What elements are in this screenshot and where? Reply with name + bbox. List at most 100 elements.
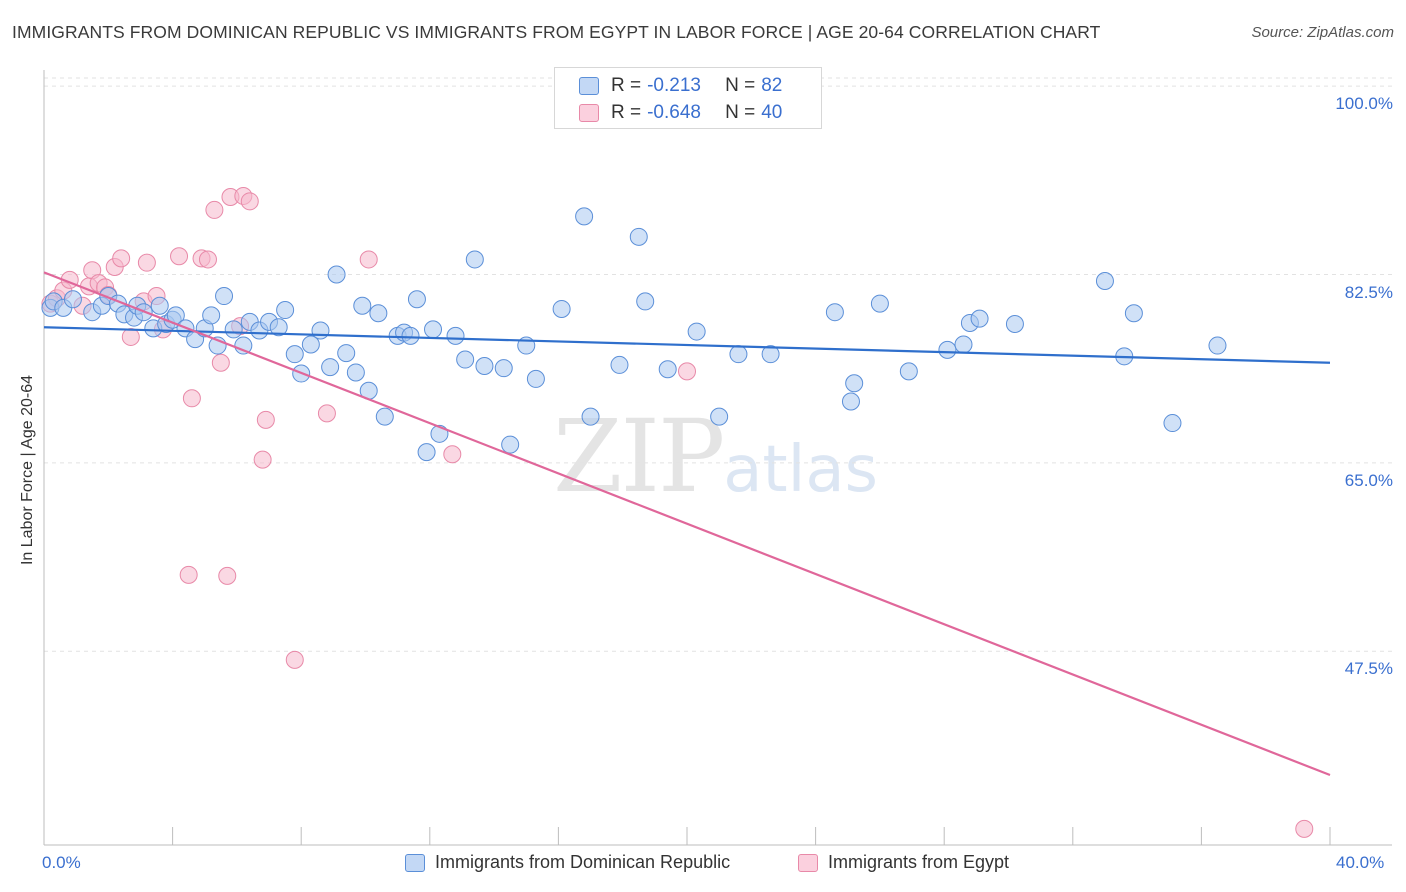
dominican-point [475, 357, 494, 376]
egypt-point [170, 247, 189, 266]
egypt-point [285, 650, 304, 669]
dominican-point [658, 360, 677, 379]
egypt-point [256, 410, 275, 429]
egypt-point [443, 445, 462, 464]
legend-n-label: N = [725, 75, 756, 96]
dominican-point [311, 321, 330, 340]
dominican-point [369, 304, 388, 323]
legend-label-dominican: Immigrants from Dominican Republic [435, 852, 731, 872]
dominican-point [581, 407, 600, 426]
correlation-legend: R = -0.213 N = 82 R = -0.648 N = 40 [554, 67, 822, 129]
dominican-point [938, 340, 957, 359]
dominican-point [276, 301, 295, 320]
legend-n-label: N = [725, 102, 756, 123]
dominican-trend-line [43, 326, 1331, 364]
dominican-point [1208, 336, 1227, 355]
dominican-point [899, 362, 918, 381]
dominican-point [729, 345, 748, 364]
y-tick-label: 82.5% [1344, 282, 1393, 302]
dominican-point [825, 303, 844, 322]
legend-r-label: R = [611, 75, 642, 96]
dominican-points [41, 207, 1227, 462]
dominican-point [1005, 315, 1024, 334]
legend-r-value: -0.648 [647, 102, 701, 123]
dominican-point [234, 336, 253, 355]
dominican-point [446, 326, 465, 345]
egypt-points [41, 186, 1314, 838]
dominican-point [501, 435, 520, 454]
egypt-point [218, 566, 237, 585]
series-legend: Immigrants from Dominican Republic Immig… [0, 852, 1406, 878]
legend-swatch-pink [579, 104, 599, 122]
dominican-point [870, 294, 889, 313]
dominican-point [575, 207, 594, 226]
egypt-point [182, 389, 201, 408]
dominican-point [610, 355, 629, 374]
dominican-point [301, 335, 320, 354]
dominican-point [407, 290, 426, 309]
dominican-point [1163, 414, 1182, 433]
legend-item-dominican: Immigrants from Dominican Republic [405, 852, 730, 873]
egypt-point [1295, 819, 1314, 838]
dominican-point [327, 265, 346, 284]
dominican-point [269, 318, 288, 337]
legend-swatch-blue [579, 77, 599, 95]
trend-lines [43, 271, 1331, 777]
egypt-trend-line [43, 271, 1331, 777]
grid-lines [44, 77, 1392, 652]
chart-title: IMMIGRANTS FROM DOMINICAN REPUBLIC VS IM… [12, 22, 1101, 42]
legend-n-value: 40 [761, 102, 783, 123]
dominican-point [353, 296, 372, 315]
legend-row-dominican: R = -0.213 N = 82 [579, 74, 782, 98]
dominican-point [417, 443, 436, 462]
dominican-point [465, 250, 484, 269]
dominican-point [1095, 271, 1114, 290]
dominican-point [687, 322, 706, 341]
egypt-point [112, 249, 131, 268]
dominican-point [456, 350, 475, 369]
x-tick-label-min: 0.0% [42, 853, 81, 872]
legend-item-egypt: Immigrants from Egypt [798, 852, 1009, 873]
source-label: Source: ZipAtlas.com [1251, 24, 1394, 41]
legend-r-label: R = [611, 102, 642, 123]
egypt-point [359, 250, 378, 269]
dominican-point [150, 296, 169, 315]
egypt-point [121, 327, 140, 346]
dominican-point [636, 292, 655, 311]
x-tick-label-max: 40.0% [1336, 853, 1385, 872]
dominican-point [224, 320, 243, 339]
egypt-point [253, 450, 272, 469]
dominican-point [845, 374, 864, 393]
dominican-point [321, 358, 340, 377]
legend-r-value: -0.213 [647, 75, 701, 96]
dominican-point [552, 299, 571, 318]
dominican-point [1124, 304, 1143, 323]
dominican-point [970, 309, 989, 328]
y-tick-label: 47.5% [1344, 659, 1393, 679]
dominican-point [337, 344, 356, 363]
egypt-point [317, 404, 336, 423]
egypt-point [240, 192, 259, 211]
dominican-point [841, 392, 860, 411]
dominican-point [346, 363, 365, 382]
egypt-point [179, 565, 198, 584]
egypt-point [678, 362, 696, 381]
legend-swatch-pink [798, 853, 818, 872]
egypt-point [211, 353, 230, 372]
dominican-point [215, 287, 234, 306]
dominican-point [401, 326, 420, 345]
dominican-point [761, 345, 780, 364]
y-tick-label: 65.0% [1344, 470, 1393, 490]
y-tick-label: 100.0% [1335, 94, 1393, 114]
dominican-point [424, 320, 443, 339]
egypt-point [198, 250, 217, 269]
egypt-point [137, 253, 156, 272]
dominican-point [710, 407, 729, 426]
legend-row-egypt: R = -0.648 N = 40 [579, 101, 782, 125]
axes [43, 70, 1392, 846]
dominican-point [494, 359, 513, 378]
egypt-point [205, 200, 224, 219]
dominican-point [629, 227, 648, 246]
dominican-point [954, 335, 973, 354]
